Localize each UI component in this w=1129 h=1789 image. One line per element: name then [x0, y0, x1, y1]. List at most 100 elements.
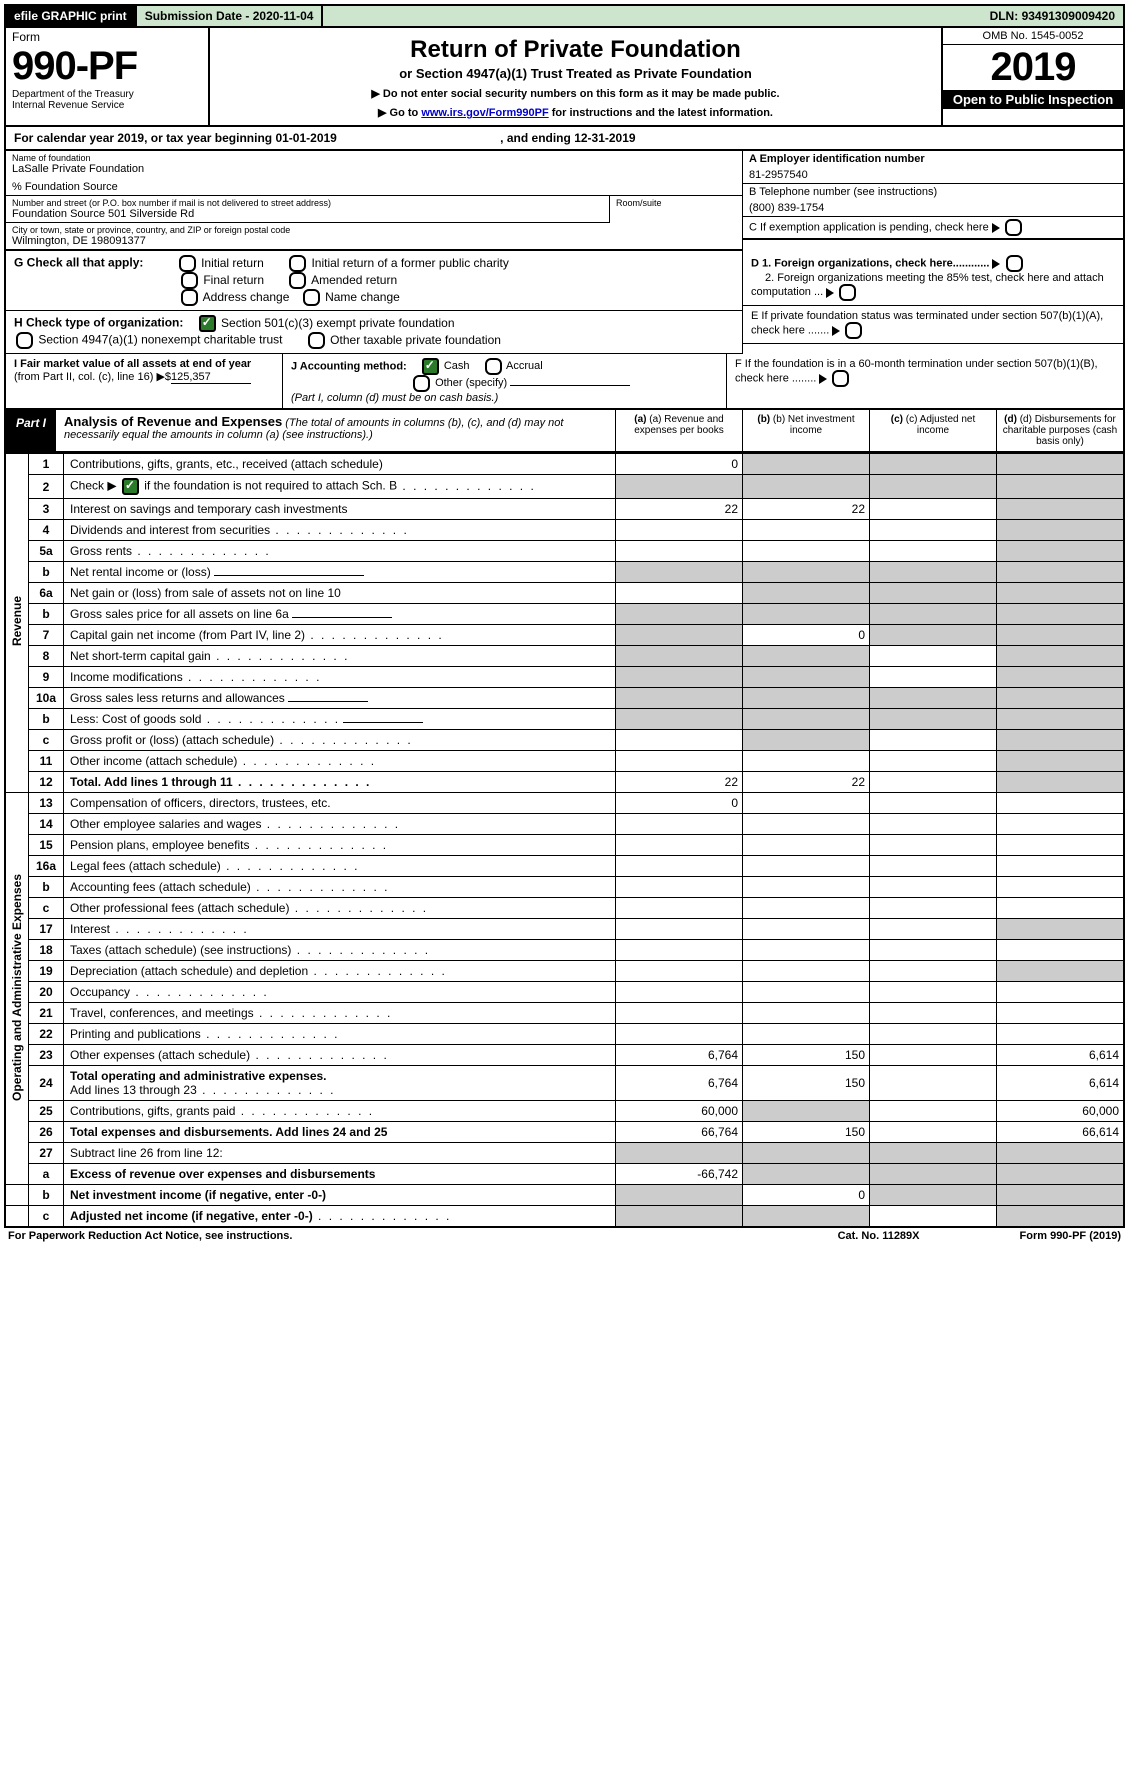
other-taxable-checkbox[interactable] — [308, 332, 325, 349]
section-e: E If private foundation status was termi… — [743, 306, 1123, 344]
exemption-checkbox[interactable] — [1005, 219, 1022, 236]
revenue-side-label: Revenue — [10, 576, 24, 666]
top-bar: efile GRAPHIC print Submission Date - 20… — [4, 4, 1125, 28]
table-row: 11Other income (attach schedule) — [5, 751, 1124, 772]
efile-label: efile GRAPHIC print — [6, 6, 137, 26]
table-row: 22Printing and publications — [5, 1024, 1124, 1045]
other-method-checkbox[interactable] — [413, 375, 430, 392]
omb-number: OMB No. 1545-0052 — [943, 28, 1123, 45]
room-cell: Room/suite — [610, 196, 742, 223]
table-row: 23Other expenses (attach schedule)6,7641… — [5, 1045, 1124, 1066]
table-row: 26Total expenses and disbursements. Add … — [5, 1122, 1124, 1143]
open-to-public: Open to Public Inspection — [943, 90, 1123, 109]
table-row: 2Check ▶ if the foundation is not requir… — [5, 475, 1124, 499]
main-table: Revenue 1Contributions, gifts, grants, e… — [4, 453, 1125, 1228]
calendar-year-row: For calendar year 2019, or tax year begi… — [4, 127, 1125, 151]
section-j: J Accounting method: Cash Accrual Other … — [283, 354, 727, 408]
amended-return-checkbox[interactable] — [289, 272, 306, 289]
table-row: 18Taxes (attach schedule) (see instructi… — [5, 940, 1124, 961]
table-row: 24Total operating and administrative exp… — [5, 1066, 1124, 1101]
initial-return-checkbox[interactable] — [179, 255, 196, 272]
table-row: cOther professional fees (attach schedul… — [5, 898, 1124, 919]
phone-cell: B Telephone number (see instructions) (8… — [743, 184, 1123, 217]
4947a1-checkbox[interactable] — [16, 332, 33, 349]
table-row: bNet investment income (if negative, ent… — [5, 1185, 1124, 1206]
foundation-name-cell: Name of foundation LaSalle Private Found… — [6, 151, 742, 196]
foreign-org-checkbox[interactable] — [1006, 255, 1023, 272]
table-row: bGross sales price for all assets on lin… — [5, 604, 1124, 625]
table-row: 19Depreciation (attach schedule) and dep… — [5, 961, 1124, 982]
city-cell: City or town, state or province, country… — [6, 223, 742, 251]
table-row: 6aNet gain or (loss) from sale of assets… — [5, 583, 1124, 604]
tax-year: 2019 — [943, 45, 1123, 90]
foreign-85-checkbox[interactable] — [839, 284, 856, 301]
section-f: F If the foundation is in a 60-month ter… — [727, 354, 1123, 408]
table-row: bLess: Cost of goods sold — [5, 709, 1124, 730]
exemption-pending-cell: C If exemption application is pending, c… — [743, 217, 1123, 240]
section-d: D 1. Foreign organizations, check here..… — [743, 251, 1123, 306]
table-row: 16aLegal fees (attach schedule) — [5, 856, 1124, 877]
address-change-checkbox[interactable] — [181, 289, 198, 306]
part1-desc: Analysis of Revenue and Expenses (The to… — [56, 410, 616, 451]
schB-checkbox[interactable] — [122, 478, 139, 495]
col-d-head: (d) (d) Disbursements for charitable pur… — [997, 410, 1123, 451]
table-row: Operating and Administrative Expenses 13… — [5, 793, 1124, 814]
table-row: aExcess of revenue over expenses and dis… — [5, 1164, 1124, 1185]
table-row: Revenue 1Contributions, gifts, grants, e… — [5, 454, 1124, 475]
form-header: Form 990-PF Department of the Treasury I… — [4, 28, 1125, 127]
table-row: 27Subtract line 26 from line 12: — [5, 1143, 1124, 1164]
table-row: 3Interest on savings and temporary cash … — [5, 499, 1124, 520]
table-row: 14Other employee salaries and wages — [5, 814, 1124, 835]
hij-row: I Fair market value of all assets at end… — [4, 354, 1125, 410]
paperwork-notice: For Paperwork Reduction Act Notice, see … — [8, 1230, 292, 1242]
table-row: bNet rental income or (loss) — [5, 562, 1124, 583]
form-ref: Form 990-PF (2019) — [1020, 1230, 1121, 1242]
section-h: H Check type of organization: Section 50… — [6, 311, 742, 354]
header-right: OMB No. 1545-0052 2019 Open to Public In… — [941, 28, 1123, 125]
table-row: 25Contributions, gifts, grants paid60,00… — [5, 1101, 1124, 1122]
ein-cell: A Employer identification number 81-2957… — [743, 151, 1123, 184]
dln: DLN: 93491309009420 — [982, 6, 1123, 26]
cash-checkbox[interactable] — [422, 358, 439, 375]
col-c-head: (c) (c) Adjusted net income — [870, 410, 997, 451]
table-row: 5aGross rents — [5, 541, 1124, 562]
table-row: cGross profit or (loss) (attach schedule… — [5, 730, 1124, 751]
501c3-checkbox[interactable] — [199, 315, 216, 332]
part1-label: Part I — [6, 410, 56, 451]
section-g: G Check all that apply: Initial return I… — [6, 251, 742, 311]
part1-header: Part I Analysis of Revenue and Expenses … — [4, 410, 1125, 453]
table-row: cAdjusted net income (if negative, enter… — [5, 1206, 1124, 1228]
table-row: 4Dividends and interest from securities — [5, 520, 1124, 541]
page-footer: For Paperwork Reduction Act Notice, see … — [4, 1228, 1125, 1244]
table-row: 8Net short-term capital gain — [5, 646, 1124, 667]
form-number: 990-PF — [12, 44, 202, 89]
name-change-checkbox[interactable] — [303, 289, 320, 306]
table-row: 15Pension plans, employee benefits — [5, 835, 1124, 856]
initial-former-checkbox[interactable] — [289, 255, 306, 272]
60month-checkbox[interactable] — [832, 370, 849, 387]
section-i: I Fair market value of all assets at end… — [6, 354, 283, 408]
cat-number: Cat. No. 11289X — [838, 1230, 920, 1242]
table-row: 9Income modifications — [5, 667, 1124, 688]
instructions-link[interactable]: www.irs.gov/Form990PF — [421, 107, 548, 119]
table-row: 17Interest — [5, 919, 1124, 940]
final-return-checkbox[interactable] — [181, 272, 198, 289]
submission-date: Submission Date - 2020-11-04 — [137, 6, 324, 26]
table-row: 10aGross sales less returns and allowanc… — [5, 688, 1124, 709]
table-row: 7Capital gain net income (from Part IV, … — [5, 625, 1124, 646]
table-row: 21Travel, conferences, and meetings — [5, 1003, 1124, 1024]
lower-info: G Check all that apply: Initial return I… — [4, 251, 1125, 354]
accrual-checkbox[interactable] — [485, 358, 502, 375]
header-center: Return of Private Foundation or Section … — [210, 28, 941, 125]
col-b-head: (b) (b) Net investment income — [743, 410, 870, 451]
address-cell: Number and street (or P.O. box number if… — [6, 196, 610, 223]
col-a-head: (a) (a) Revenue and expenses per books — [616, 410, 743, 451]
table-row: bAccounting fees (attach schedule) — [5, 877, 1124, 898]
table-row: 20Occupancy — [5, 982, 1124, 1003]
expenses-side-label: Operating and Administrative Expenses — [10, 854, 24, 1121]
table-row: 12Total. Add lines 1 through 112222 — [5, 772, 1124, 793]
form-title: Return of Private Foundation — [216, 36, 935, 64]
info-grid: Name of foundation LaSalle Private Found… — [6, 151, 1123, 251]
header-left: Form 990-PF Department of the Treasury I… — [6, 28, 210, 125]
status-terminated-checkbox[interactable] — [845, 322, 862, 339]
